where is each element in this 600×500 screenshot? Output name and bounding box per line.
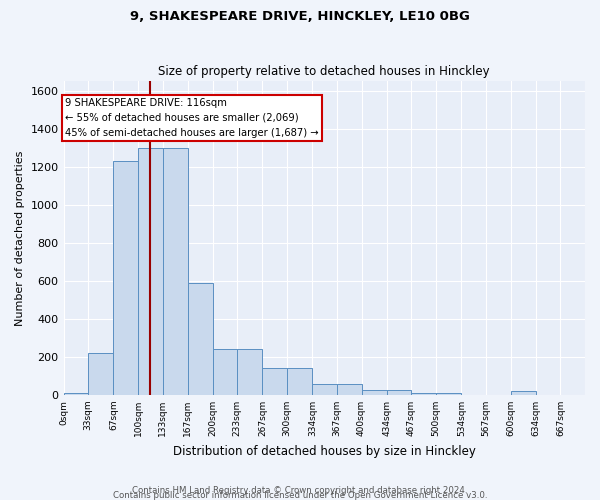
Bar [362, 390, 387, 395]
Title: Size of property relative to detached houses in Hinckley: Size of property relative to detached ho… [158, 66, 490, 78]
Bar [88, 353, 113, 395]
Bar [387, 390, 412, 395]
Y-axis label: Number of detached properties: Number of detached properties [15, 150, 25, 326]
Bar [138, 148, 163, 395]
Bar [262, 368, 287, 395]
Bar [313, 384, 337, 395]
Bar [113, 161, 138, 395]
Bar [163, 148, 188, 395]
Text: Contains HM Land Registry data © Crown copyright and database right 2024.: Contains HM Land Registry data © Crown c… [132, 486, 468, 495]
Bar [511, 391, 536, 395]
Bar [412, 393, 436, 395]
Bar [212, 350, 237, 395]
Bar [64, 393, 88, 395]
Text: 9 SHAKESPEARE DRIVE: 116sqm
← 55% of detached houses are smaller (2,069)
45% of : 9 SHAKESPEARE DRIVE: 116sqm ← 55% of det… [65, 98, 319, 138]
Bar [337, 384, 362, 395]
Text: Contains public sector information licensed under the Open Government Licence v3: Contains public sector information licen… [113, 491, 487, 500]
Bar [237, 350, 262, 395]
Bar [188, 282, 212, 395]
Bar [436, 393, 461, 395]
X-axis label: Distribution of detached houses by size in Hinckley: Distribution of detached houses by size … [173, 444, 476, 458]
Bar [287, 368, 313, 395]
Text: 9, SHAKESPEARE DRIVE, HINCKLEY, LE10 0BG: 9, SHAKESPEARE DRIVE, HINCKLEY, LE10 0BG [130, 10, 470, 23]
